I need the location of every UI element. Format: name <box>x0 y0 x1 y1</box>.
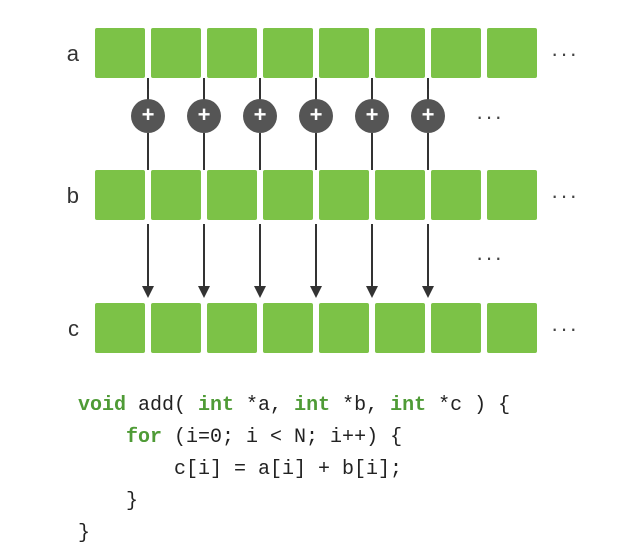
plus-connector-top <box>315 78 317 100</box>
arrow-ellipsis: ··· <box>476 245 504 271</box>
array-c-cell <box>263 303 313 353</box>
code-keyword: int <box>294 394 330 417</box>
array-b-cell <box>487 170 537 220</box>
code-text: } <box>78 522 90 545</box>
plus-connector-top <box>147 78 149 100</box>
array-b-ellipsis: ··· <box>551 183 579 209</box>
array-b-cell <box>151 170 201 220</box>
code-keyword: for <box>126 426 162 449</box>
array-a-cell <box>431 28 481 78</box>
arrow-line <box>259 224 261 286</box>
plus-connector-top <box>427 78 429 100</box>
code-text: *a, <box>234 394 294 417</box>
arrow-line <box>147 224 149 286</box>
arrow-head-icon <box>142 286 154 298</box>
arrow-head-icon <box>310 286 322 298</box>
plus-connector-bot <box>147 133 149 170</box>
code-text: add( <box>126 394 198 417</box>
arrow-line <box>427 224 429 286</box>
plus-icon: + <box>355 99 389 133</box>
array-a-cell <box>151 28 201 78</box>
array-a-ellipsis: ··· <box>551 41 579 67</box>
array-a-label: a <box>55 41 79 67</box>
array-c-cell <box>319 303 369 353</box>
arrow-line <box>371 224 373 286</box>
code-line: } <box>78 486 510 518</box>
arrow-head-icon <box>198 286 210 298</box>
array-c-cell <box>95 303 145 353</box>
arrow-line <box>315 224 317 286</box>
code-text: } <box>126 490 138 513</box>
code-text: c[i] = a[i] + b[i]; <box>174 458 402 481</box>
code-line: for (i=0; i < N; i++) { <box>78 422 510 454</box>
plus-connector-top <box>371 78 373 100</box>
code-keyword: int <box>198 394 234 417</box>
code-line: c[i] = a[i] + b[i]; <box>78 454 510 486</box>
plus-connector-top <box>203 78 205 100</box>
plus-connector-bot <box>203 133 205 170</box>
array-a-cell <box>263 28 313 78</box>
plus-connector-bot <box>427 133 429 170</box>
arrow-head-icon <box>254 286 266 298</box>
code-keyword: void <box>78 394 126 417</box>
array-c-cell <box>487 303 537 353</box>
diagram-canvas: a ··· b ··· c ··· + + + + + + ··· ··· void add( int *a… <box>0 0 618 557</box>
array-b-cell <box>207 170 257 220</box>
array-a-cell <box>319 28 369 78</box>
plus-icon: + <box>411 99 445 133</box>
plus-connector-bot <box>259 133 261 170</box>
array-a-cell <box>375 28 425 78</box>
array-c-cell <box>431 303 481 353</box>
array-b-cell <box>431 170 481 220</box>
code-text: (i=0; i < N; i++) { <box>162 426 402 449</box>
arrow-line <box>203 224 205 286</box>
array-c-cell <box>151 303 201 353</box>
plus-connector-top <box>259 78 261 100</box>
arrow-head-icon <box>422 286 434 298</box>
plus-icon: + <box>299 99 333 133</box>
plus-icon: + <box>131 99 165 133</box>
array-c-cell <box>375 303 425 353</box>
code-text: *b, <box>330 394 390 417</box>
array-c-label: c <box>55 316 79 342</box>
code-block: void add( int *a, int *b, int *c ) { for… <box>78 390 510 550</box>
array-a-cell <box>95 28 145 78</box>
array-c-cell <box>207 303 257 353</box>
array-b-cell <box>263 170 313 220</box>
code-text: *c ) { <box>426 394 510 417</box>
array-a-cell <box>207 28 257 78</box>
plus-connector-bot <box>315 133 317 170</box>
array-b-cell <box>319 170 369 220</box>
array-a-cell <box>487 28 537 78</box>
plus-icon: + <box>187 99 221 133</box>
plus-connector-bot <box>371 133 373 170</box>
array-b-label: b <box>55 183 79 209</box>
plus-icon: + <box>243 99 277 133</box>
array-b-cell <box>375 170 425 220</box>
code-keyword: int <box>390 394 426 417</box>
code-line: void add( int *a, int *b, int *c ) { <box>78 390 510 422</box>
plus-ellipsis: ··· <box>476 104 504 130</box>
code-line: } <box>78 518 510 550</box>
arrow-head-icon <box>366 286 378 298</box>
array-b-cell <box>95 170 145 220</box>
array-c-ellipsis: ··· <box>551 316 579 342</box>
